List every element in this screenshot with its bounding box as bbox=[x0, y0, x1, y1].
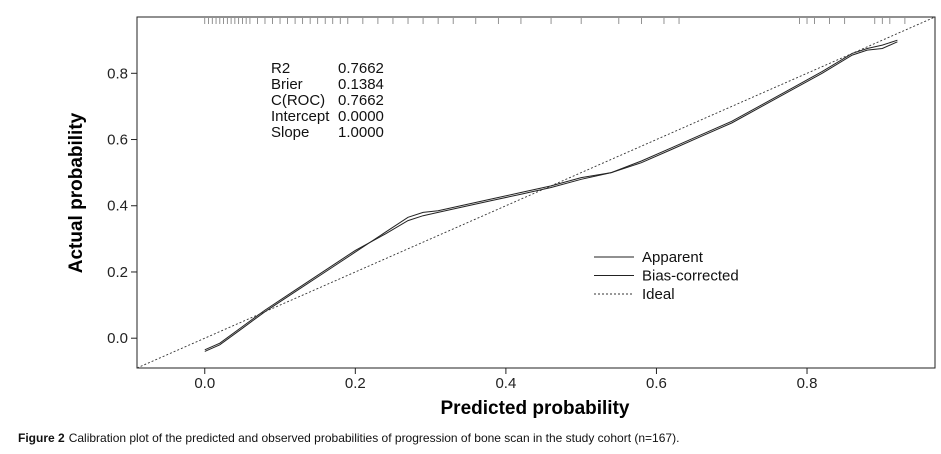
stat-label: Brier bbox=[271, 76, 303, 93]
series-line-ideal bbox=[136, 16, 936, 369]
stat-value: 0.1384 bbox=[338, 76, 384, 93]
y-tick-label: 0.8 bbox=[107, 65, 128, 82]
y-tick-label: 0.2 bbox=[107, 264, 128, 281]
x-tick-label: 0.6 bbox=[646, 375, 667, 392]
stat-value: 1.0000 bbox=[338, 124, 384, 141]
plot-frame bbox=[136, 16, 936, 369]
x-tick-label: 0.4 bbox=[495, 375, 516, 392]
figure-caption-text: Calibration plot of the predicted and ob… bbox=[68, 431, 680, 445]
y-tick-label: 0.0 bbox=[107, 330, 128, 347]
stat-label: C(ROC) bbox=[271, 92, 325, 109]
series-line-bias-corrected bbox=[204, 39, 898, 351]
legend-label: Apparent bbox=[642, 249, 704, 266]
x-tick-label: 0.8 bbox=[797, 375, 818, 392]
stat-value: 0.7662 bbox=[338, 60, 384, 77]
stats-block: R2 0.7662 Brier 0.1384 C(ROC) 0.7662 Intercept… bbox=[271, 60, 384, 141]
y-tick-label: 0.4 bbox=[107, 198, 128, 215]
y-tick-label: 0.6 bbox=[107, 132, 128, 149]
series-layer bbox=[136, 16, 936, 369]
x-axis-title: Predicted probability bbox=[441, 398, 630, 419]
y-axis-title: Actual probability bbox=[66, 112, 87, 273]
x-tick-label: 0.2 bbox=[345, 375, 366, 392]
legend-label: Bias-corrected bbox=[642, 268, 739, 285]
stat-value: 0.7662 bbox=[338, 92, 384, 109]
figure-caption-label: Figure 2 bbox=[18, 431, 65, 445]
x-axis: 0.0 0.2 0.4 0.6 0.8 bbox=[194, 368, 817, 392]
stat-value: 0.0000 bbox=[338, 108, 384, 125]
stat-label: Slope bbox=[271, 124, 309, 141]
stat-label: Intercept bbox=[271, 108, 330, 125]
stat-label: R2 bbox=[271, 60, 290, 77]
rug-layer bbox=[204, 18, 906, 24]
x-tick-label: 0.0 bbox=[194, 375, 215, 392]
legend-label: Ideal bbox=[642, 286, 675, 303]
y-axis: 0.0 0.2 0.4 0.6 0.8 bbox=[107, 65, 137, 347]
series-line-apparent bbox=[204, 41, 898, 352]
figure-caption: Figure 2 Calibration plot of the predicte… bbox=[18, 431, 679, 445]
